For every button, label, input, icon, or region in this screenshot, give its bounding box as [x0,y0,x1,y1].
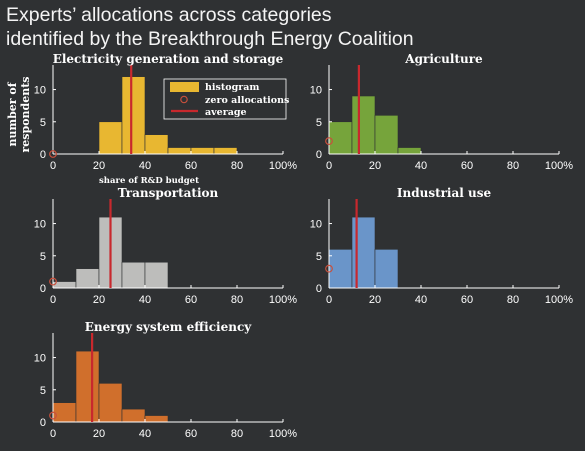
zero-allocation-marker [49,277,57,286]
y-tick-label: 0 [40,283,46,295]
y-tick-label: 0 [40,149,46,161]
histogram-bar [121,261,146,289]
histogram-bar [98,121,123,155]
histogram-bar [397,147,422,155]
x-tick-label: 80 [231,294,243,306]
histogram-bar [167,147,192,155]
x-tick-label: 0 [326,294,332,306]
x-tick-label: 20 [93,160,105,172]
histogram-bar [374,115,399,155]
y-tick-label: 10 [310,219,322,231]
x-tick-label: 0 [50,294,56,306]
legend-zero-label: zero allocations [205,95,289,106]
x-tick-label: 20 [93,428,105,440]
x-tick-label: 40 [415,160,427,172]
x-tick-label: 100% [269,160,297,172]
y-tick-label: 10 [34,353,46,365]
histogram-bar [351,95,376,155]
panel-title: Agriculture [404,52,483,66]
x-tick-label: 20 [369,294,381,306]
x-tick-label: 100% [269,294,297,306]
y-tick-label: 10 [34,219,46,231]
histogram-bar [351,216,376,289]
x-tick-label: 60 [185,160,197,172]
zero-allocation-marker [325,264,333,273]
histogram-bar [213,147,238,155]
histogram-bar [121,408,146,423]
panel-title: Electricity generation and storage [53,52,284,66]
x-tick-label: 0 [50,160,56,172]
histogram-bar [52,402,77,423]
histogram-bar [75,350,100,423]
legend-histogram-swatch [170,82,199,92]
zero-allocation-marker [49,150,57,158]
y-tick-label: 0 [316,149,322,161]
x-tick-label: 100% [269,428,297,440]
zero-allocation-marker [49,411,57,420]
figure-title: Experts’ allocations across categories i… [6,3,414,51]
panel-0: 0 20 40 60 80 100% 0 5 10 Electricity generation … [6,52,297,186]
x-tick-label: 60 [461,294,473,306]
panel-1: 0 20 40 60 80 100% 0 5 10 Agriculture [310,52,574,172]
y-tick-label: 5 [40,251,46,263]
y-tick-label: 5 [40,117,46,129]
panel-title: Transportation [118,186,219,200]
x-tick-label: 60 [461,160,473,172]
x-tick-label: 40 [139,428,151,440]
x-tick-label: 80 [507,160,519,172]
panel-4: 0 20 40 60 80 100% 0 5 10 Energy system efficienc… [34,320,298,440]
panel-2: 0 20 40 60 80 100% 0 5 10 Transportation [34,186,298,306]
y-tick-label: 0 [40,417,46,429]
x-tick-label: 100% [545,160,573,172]
histogram-bar [144,134,169,155]
y-tick-label: 5 [316,117,322,129]
histogram-bar [121,76,146,155]
x-tick-label: 80 [231,428,243,440]
y-tick-label: 5 [316,251,322,263]
histogram-bar [190,147,215,155]
legend-histogram-label: histogram [205,82,259,93]
panel-title: Energy system efficiency [85,320,252,334]
x-tick-label: 20 [93,294,105,306]
x-tick-label: 20 [369,160,381,172]
panel-3: 0 20 40 60 80 100% 0 5 10 Industrial use [310,186,574,306]
histogram-bar [328,121,353,155]
histogram-bar [98,383,123,423]
legend-zero-marker [180,95,188,104]
y-tick-label: 10 [34,85,46,97]
histogram-bar [144,261,169,289]
x-tick-label: 40 [415,294,427,306]
y-tick-label: 10 [310,85,322,97]
x-axis-label: share of R&D budget [99,176,199,186]
histogram-bar [75,268,100,289]
zero-allocation-marker [325,137,333,146]
x-tick-label: 0 [50,428,56,440]
x-tick-label: 40 [139,160,151,172]
histogram-bar [144,415,169,423]
x-tick-label: 100% [545,294,573,306]
x-tick-label: 60 [185,428,197,440]
figure-title-line-1: Experts’ allocations across categories [6,4,332,26]
x-tick-label: 40 [139,294,151,306]
legend-average-label: average [205,107,247,118]
x-tick-label: 60 [185,294,197,306]
x-tick-label: 80 [507,294,519,306]
figure-title-line-2: identified by the Breakthrough Energy Co… [6,28,414,50]
y-axis-label: number ofrespondents [6,77,32,153]
panel-title: Industrial use [397,186,492,200]
histogram-bar [374,249,399,289]
y-tick-label: 0 [316,283,322,295]
x-tick-label: 0 [326,160,332,172]
x-tick-label: 80 [231,160,243,172]
y-tick-label: 5 [40,385,46,397]
